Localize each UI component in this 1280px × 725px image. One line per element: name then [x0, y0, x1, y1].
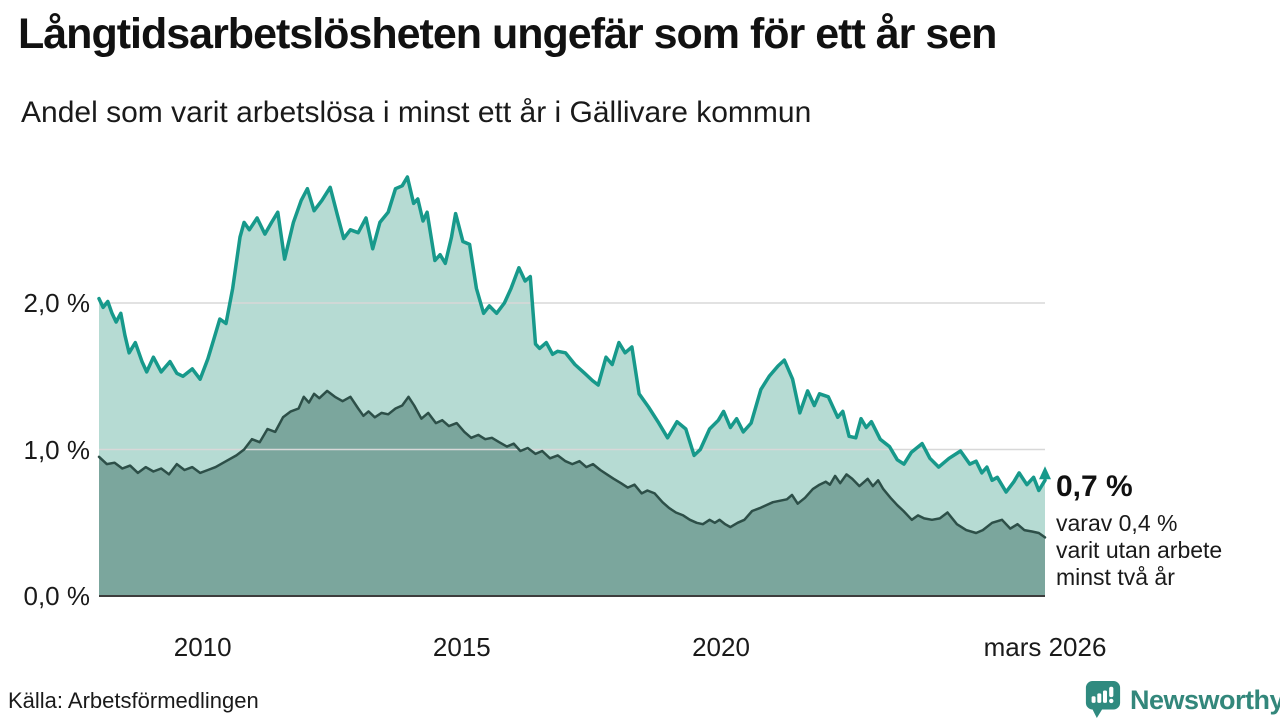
y-tick-label: 0,0 %: [23, 581, 91, 611]
chart-subtitle: Andel som varit arbetslösa i minst ett å…: [21, 96, 812, 129]
x-tick-label: mars 2026: [983, 632, 1107, 662]
chart-title: Långtidsarbetslösheten ungefär som för e…: [18, 10, 997, 58]
x-tick-label: 2020: [692, 632, 750, 662]
newsworthy-pin-icon: [1084, 680, 1122, 720]
y-tick-label: 2,0 %: [23, 288, 91, 318]
latest-value-annotation: 0,7 % varav 0,4 % varit utan arbete mins…: [1056, 470, 1276, 591]
latest-value: 0,7 %: [1056, 470, 1133, 503]
y-tick-label: 1,0 %: [23, 434, 91, 465]
newsworthy-wordmark: Newsworthy: [1130, 684, 1280, 715]
annotation-line: varit utan arbete: [1056, 537, 1223, 563]
x-tick-label: 2015: [432, 632, 491, 662]
annotation-line: varav 0,4 %: [1056, 510, 1178, 536]
x-tick-label: 2010: [173, 632, 232, 662]
annotation-line: minst två år: [1056, 564, 1175, 590]
source-credit: Källa: Arbetsförmedlingen: [8, 688, 259, 713]
newsworthy-logo: Newsworthy: [1084, 680, 1280, 720]
